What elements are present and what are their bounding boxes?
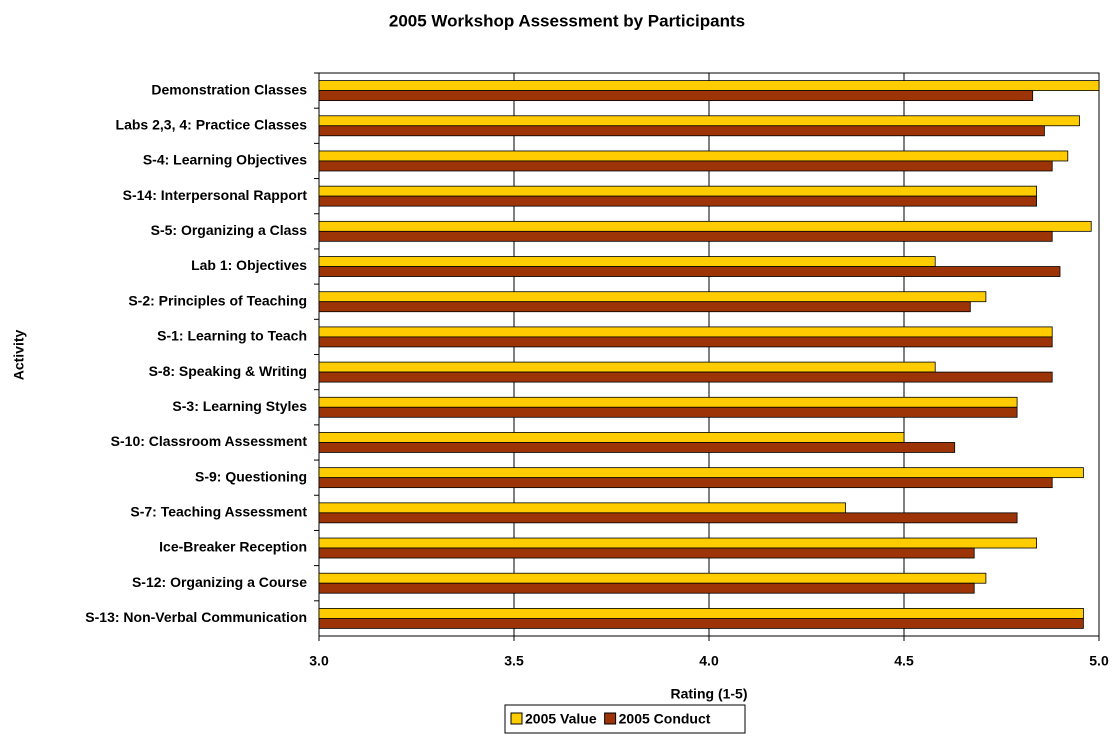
legend-swatch	[604, 712, 617, 725]
bar	[318, 230, 1053, 242]
bar	[318, 582, 975, 594]
y-tick-label: Labs 2,3, 4: Practice Classes	[116, 116, 308, 132]
bar	[318, 442, 956, 453]
y-tick-label: S-10: Classroom Assessment	[111, 433, 308, 449]
bar	[318, 572, 987, 584]
x-tick-label: 5.0	[1089, 653, 1109, 669]
y-tick-label: S-4: Learning Objectives	[143, 152, 307, 168]
bar	[318, 125, 1045, 137]
bar	[318, 195, 1037, 207]
chart-title: 2005 Workshop Assessment by Participants	[389, 11, 745, 30]
bar	[318, 467, 1084, 479]
legend-swatch	[510, 712, 523, 725]
bar	[318, 160, 1053, 172]
bar	[318, 150, 1069, 162]
y-tick-label: S-9: Questioning	[195, 468, 307, 484]
bar	[318, 608, 1084, 619]
y-tick-label: S-8: Speaking & Writing	[149, 363, 307, 379]
bar	[318, 185, 1037, 197]
legend-label: 2005 Value	[525, 711, 597, 727]
bar	[318, 547, 975, 559]
bar	[318, 220, 1092, 232]
x-tick-label: 4.5	[894, 653, 914, 669]
bar	[318, 371, 1053, 383]
bar	[318, 502, 846, 514]
x-tick-label: 4.0	[699, 653, 719, 669]
y-tick-label: S-12: Organizing a Course	[132, 574, 307, 590]
x-tick-label: 3.5	[504, 653, 524, 669]
y-tick-label: S-7: Teaching Assessment	[130, 504, 307, 520]
bar	[318, 361, 936, 373]
bar	[318, 406, 1018, 418]
y-tick-label: S-1: Learning to Teach	[157, 328, 307, 344]
x-tick-label: 3.0	[309, 653, 329, 669]
x-axis-title: Rating (1-5)	[671, 686, 748, 702]
bar	[318, 80, 1100, 91]
y-tick-label: S-5: Organizing a Class	[151, 222, 308, 238]
legend-box	[504, 704, 746, 734]
y-tick-label: S-3: Learning Styles	[172, 398, 307, 414]
y-tick-label: S-13: Non-Verbal Communication	[85, 609, 307, 625]
bar	[318, 301, 971, 313]
legend-label: 2005 Conduct	[619, 711, 711, 727]
y-tick-label: S-2: Principles of Teaching	[128, 292, 307, 308]
bar	[318, 115, 1080, 127]
y-tick-label: Demonstration Classes	[151, 81, 307, 97]
bar	[318, 326, 1053, 338]
y-tick-label: Ice-Breaker Reception	[159, 539, 307, 555]
bar	[318, 512, 1018, 524]
y-axis-title: Activity	[11, 330, 27, 381]
bar	[318, 396, 1018, 408]
bar	[318, 256, 936, 267]
y-tick-label: S-14: Interpersonal Rapport	[123, 187, 308, 203]
bar	[318, 618, 1084, 629]
y-tick-label: Lab 1: Objectives	[191, 257, 307, 273]
bar	[318, 432, 905, 443]
bar	[318, 291, 987, 303]
bar	[318, 477, 1053, 489]
bar	[318, 537, 1037, 549]
bar	[318, 266, 1061, 277]
bar	[318, 90, 1034, 101]
bar	[318, 336, 1053, 348]
